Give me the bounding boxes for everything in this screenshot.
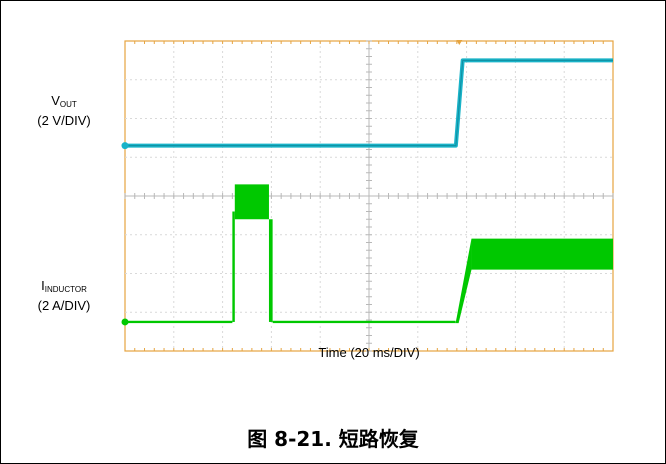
vout-scale: (2 V/DIV) xyxy=(37,113,91,128)
oscilloscope-plot xyxy=(121,40,614,352)
inductor-name-sub: INDUCTOR xyxy=(44,285,87,294)
inductor-scale: (2 A/DIV) xyxy=(37,298,91,313)
vout-channel-label: VOUT (2 V/DIV) xyxy=(9,92,119,130)
vout-ground-marker xyxy=(121,142,129,150)
inductor-name: I xyxy=(41,278,45,293)
vout-trace-core xyxy=(125,59,613,147)
x-axis-label: Time (20 ms/DIV) xyxy=(318,345,420,360)
inductor-ramp xyxy=(455,238,472,324)
inductor-ground-marker xyxy=(121,318,129,326)
inductor-channel-label: IINDUCTOR (2 A/DIV) xyxy=(9,277,119,315)
figure-caption: 图 8-21. 短路恢复 xyxy=(247,427,419,451)
vout-name-sub: OUT xyxy=(59,100,77,109)
inductor-ripple-band xyxy=(471,238,613,270)
inductor-baseline xyxy=(272,320,456,324)
inductor-edge xyxy=(268,219,273,322)
inductor-baseline xyxy=(125,320,233,324)
vout-name: V xyxy=(51,93,60,108)
trigger-marker xyxy=(456,40,463,45)
inductor-ripple-band xyxy=(234,184,269,220)
inductor-edge xyxy=(232,211,235,322)
